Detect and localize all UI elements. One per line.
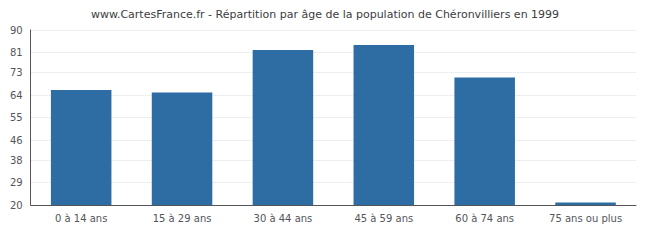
svg-text:20: 20 — [10, 200, 23, 211]
svg-text:73: 73 — [10, 67, 23, 78]
svg-text:90: 90 — [10, 25, 23, 36]
svg-text:0 à 14 ans: 0 à 14 ans — [55, 213, 107, 224]
svg-text:30 à 44 ans: 30 à 44 ans — [254, 213, 313, 224]
svg-text:75 ans ou plus: 75 ans ou plus — [549, 213, 622, 224]
svg-text:45 à 59 ans: 45 à 59 ans — [354, 213, 413, 224]
svg-text:60 à 74 ans: 60 à 74 ans — [455, 213, 514, 224]
svg-text:15 à 29 ans: 15 à 29 ans — [153, 213, 212, 224]
svg-text:81: 81 — [10, 47, 23, 58]
svg-text:55: 55 — [10, 112, 23, 123]
svg-text:64: 64 — [10, 90, 23, 101]
svg-text:46: 46 — [10, 135, 23, 146]
svg-text:www.CartesFrance.fr - Répartit: www.CartesFrance.fr - Répartition par âg… — [91, 8, 559, 21]
svg-text:29: 29 — [10, 177, 23, 188]
svg-text:38: 38 — [10, 155, 23, 166]
